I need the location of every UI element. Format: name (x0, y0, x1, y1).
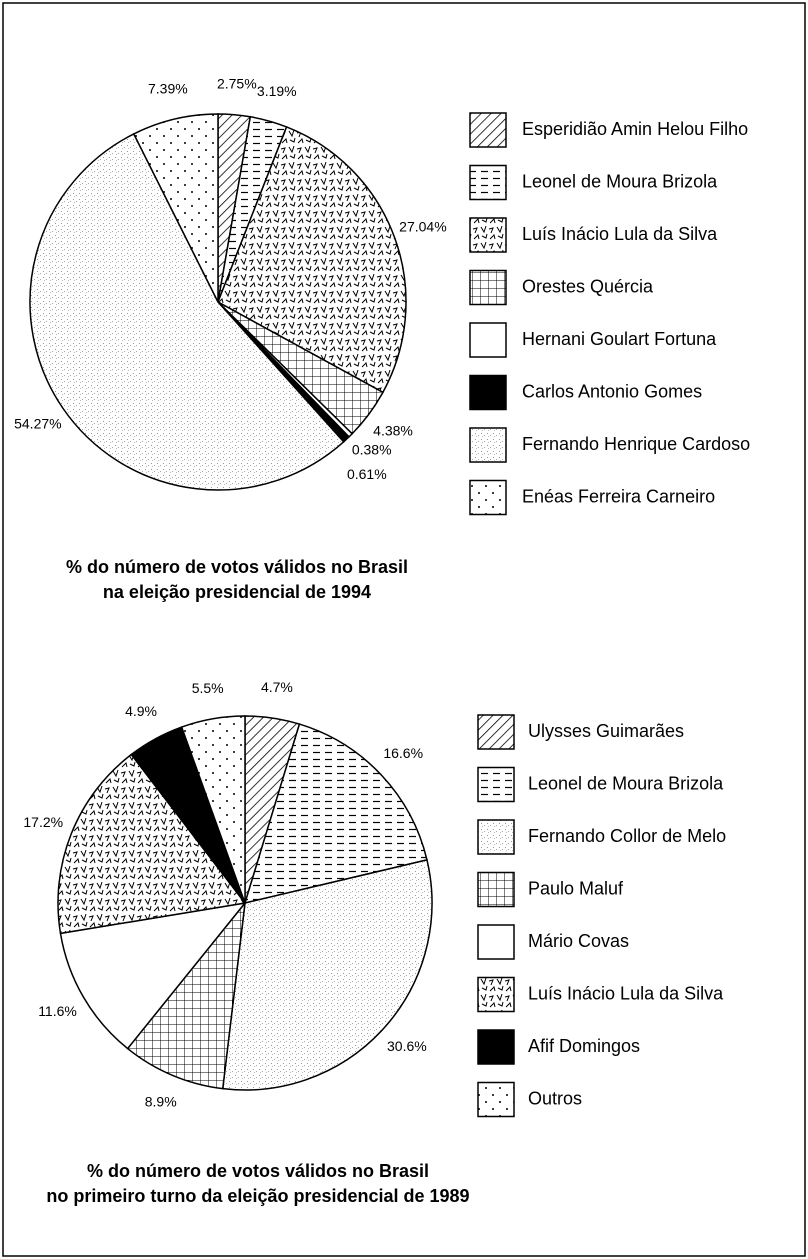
value-label: 17.2% (23, 814, 63, 830)
legend-label: Luís Inácio Lula da Silva (522, 224, 718, 244)
chart-title: % do número de votos válidos no Brasil (66, 557, 408, 577)
legend-label: Mário Covas (528, 931, 629, 951)
value-label: 0.61% (347, 466, 387, 482)
chart-title: % do número de votos válidos no Brasil (87, 1161, 429, 1181)
legend-swatch (469, 479, 507, 516)
legend-label: Esperidião Amin Helou Filho (522, 119, 748, 139)
value-label: 2.75% (217, 76, 257, 92)
legend-label: Leonel de Moura Brizola (522, 171, 718, 191)
legend-label: Enéas Ferreira Carneiro (522, 486, 715, 506)
legend-label: Luís Inácio Lula da Silva (528, 983, 724, 1003)
value-label: 54.27% (14, 415, 61, 431)
pie-slice (57, 753, 247, 935)
legend-swatch (469, 322, 507, 358)
pie-slice (221, 859, 433, 1091)
legend-swatch (469, 217, 507, 253)
legend-swatch (469, 374, 507, 411)
legend-swatch (469, 112, 507, 148)
pie-slice (243, 723, 428, 905)
value-label: 27.04% (399, 218, 446, 234)
value-label: 8.9% (145, 1094, 177, 1110)
legend-label: Fernando Henrique Cardoso (522, 434, 750, 454)
legend-label: Afif Domingos (528, 1036, 640, 1056)
legend-swatch (477, 819, 515, 855)
value-label: 3.19% (257, 83, 297, 99)
legend-swatch (477, 714, 515, 750)
legend-swatch (469, 269, 507, 306)
value-label: 0.38% (352, 441, 392, 457)
legend-label: Ulysses Guimarães (528, 721, 684, 741)
pie-slice (132, 113, 219, 303)
legend-swatch (469, 164, 507, 201)
legend-label: Paulo Maluf (528, 878, 624, 898)
legend-label: Leonel de Moura Brizola (528, 773, 724, 793)
legend-swatch (477, 1029, 515, 1065)
legend-label: Carlos Antonio Gomes (522, 381, 702, 401)
value-label: 4.7% (261, 679, 293, 695)
value-label: 30.6% (387, 1038, 427, 1054)
legend-label: Hernani Goulart Fortuna (522, 329, 717, 349)
value-label: 4.38% (373, 423, 413, 439)
pie-slice (59, 901, 247, 1050)
legend-label: Outros (528, 1088, 582, 1108)
legend-swatch (477, 766, 515, 803)
legend-label: Orestes Quércia (522, 276, 654, 296)
legend-swatch (477, 871, 515, 908)
legend-swatch (477, 976, 515, 1013)
value-label: 11.6% (38, 1003, 77, 1019)
legend-swatch (477, 924, 515, 960)
legend-swatch (477, 1081, 515, 1118)
legend-label: Fernando Collor de Melo (528, 826, 726, 846)
chart-title: no primeiro turno da eleição presidencia… (46, 1186, 469, 1206)
legend-swatch (469, 427, 507, 463)
chart-title: na eleição presidencial de 1994 (103, 582, 371, 602)
value-label: 5.5% (192, 680, 224, 696)
value-label: 4.9% (125, 703, 157, 719)
pie-slice (180, 715, 246, 904)
value-label: 16.6% (383, 745, 423, 761)
pie-slice (217, 125, 407, 394)
pie-slice (126, 900, 247, 1090)
value-label: 7.39% (148, 81, 188, 97)
pie-slice (29, 132, 345, 491)
